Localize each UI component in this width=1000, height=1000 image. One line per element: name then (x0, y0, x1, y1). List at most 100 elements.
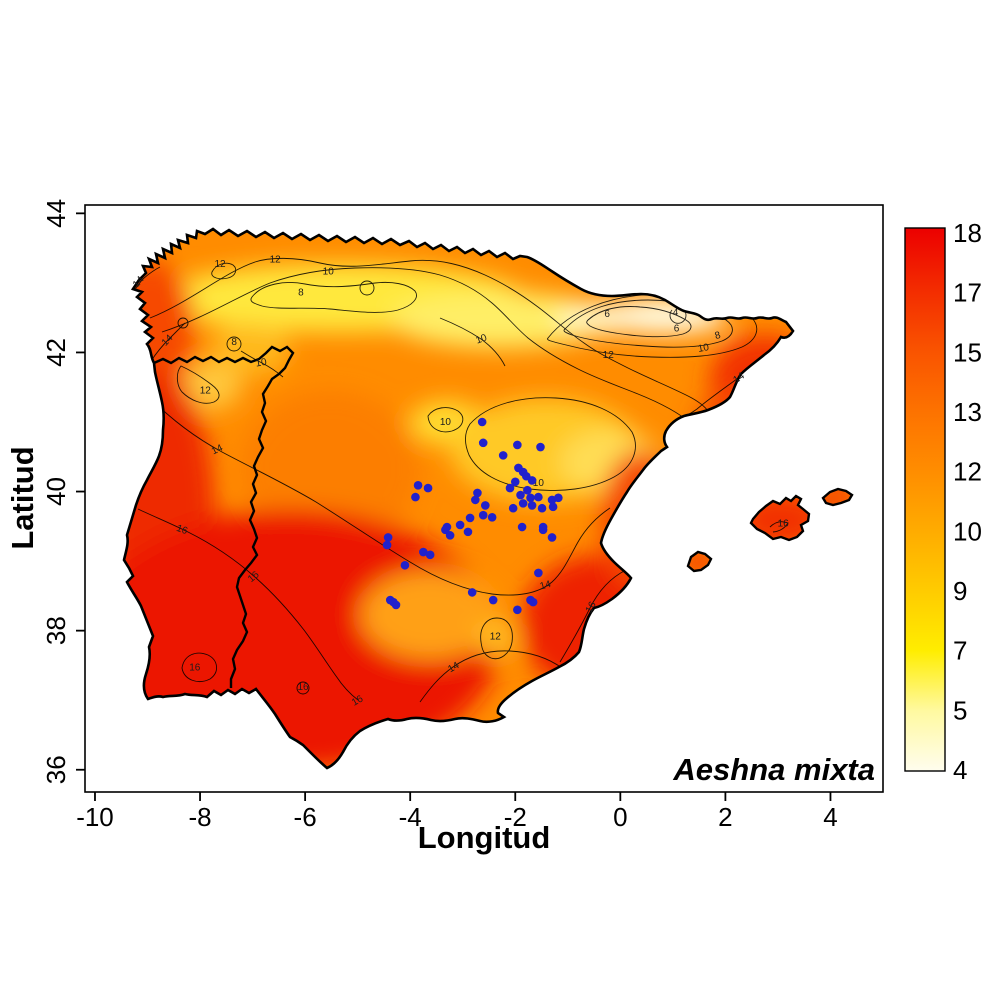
contour-lines (128, 257, 789, 703)
colorbar-tick-label: 4 (953, 755, 967, 785)
contour-level-label: 12 (200, 386, 212, 397)
y-tick-label: 42 (41, 338, 71, 367)
occurrence-point (526, 493, 535, 503)
contour-level-label: 16 (584, 600, 599, 616)
temperature-field (124, 229, 852, 768)
contour-level-label: 10 (697, 342, 710, 355)
y-tick-label: 36 (41, 755, 71, 784)
contour-level-label: 16 (189, 662, 201, 673)
contour-level-label: 12 (214, 259, 226, 270)
occurrence-point (488, 595, 498, 605)
occurrence-point (554, 493, 563, 503)
occurrence-point (527, 476, 537, 485)
occurrence-point (481, 501, 490, 510)
contour-level-label: 6 (674, 324, 680, 335)
colorbar-tick-label: 9 (953, 576, 967, 606)
y-axis-title: Latitud (5, 446, 40, 549)
plot-frame (84, 204, 884, 793)
colorbar (904, 227, 946, 772)
x-tick-label: -10 (76, 802, 114, 832)
contour-level-label: 14 (210, 443, 225, 458)
y-axis-ticks: 36 38 40 42 44 (41, 199, 85, 784)
contour-level-label: 16 (175, 523, 190, 537)
x-tick-label: -8 (188, 802, 211, 832)
occurrence-point (477, 417, 487, 427)
ibiza-island (686, 550, 713, 573)
occurrence-point (516, 490, 525, 500)
occurrence-point (537, 503, 547, 513)
occurrence-point (463, 527, 473, 537)
contour-level-label: 10 (474, 332, 489, 346)
colorbar-tick-label: 10 (953, 516, 982, 546)
x-axis-title: Longitud (418, 820, 551, 855)
occurrence-point (518, 499, 528, 508)
x-axis-ticks: -10 -8 -6 -4 -2 0 2 4 (76, 792, 838, 832)
occurrence-point (523, 485, 532, 495)
x-tick-label: -4 (399, 802, 422, 832)
contour-level-label: 12 (270, 255, 282, 266)
occurrence-point (478, 438, 488, 448)
menorca-island (821, 487, 854, 507)
occurrence-point (423, 483, 433, 493)
occurrence-point (465, 513, 475, 523)
occurrence-point (382, 540, 392, 550)
contour-level-label: 10 (440, 417, 452, 428)
occurrence-point (548, 502, 558, 512)
contour-level-label: 6 (604, 309, 610, 320)
y-tick-label: 44 (41, 199, 71, 228)
contour-level-label: 8 (298, 287, 304, 298)
x-tick-label: 2 (718, 802, 732, 832)
colorbar-tick-label: 15 (953, 337, 982, 367)
contour-level-label: 14 (539, 579, 553, 593)
occurrence-point (455, 520, 465, 530)
occurrence-point (419, 547, 428, 557)
contour-level-label: 12 (490, 632, 502, 643)
occurrence-point (536, 442, 545, 452)
colorbar-tick-label: 12 (953, 457, 982, 487)
occurrence-point (383, 533, 393, 542)
colorbar-labels: 18 17 15 13 12 10 9 7 5 4 (953, 218, 982, 785)
contour-level-label: 16 (778, 518, 790, 529)
contour-level-label: 8 (714, 330, 723, 342)
occurrence-point (513, 605, 522, 615)
occurrence-point (517, 522, 527, 532)
occurrence-point (528, 597, 538, 607)
contour-level-label: 16 (350, 693, 366, 708)
occurrence-point (510, 477, 520, 487)
contour-level-label: 4 (673, 308, 679, 319)
occurrence-point (467, 588, 477, 597)
colorbar-tick-label: 17 (953, 278, 982, 308)
occurrence-point (508, 503, 518, 513)
y-tick-label: 38 (41, 616, 71, 645)
colorbar-tick-label: 13 (953, 397, 982, 427)
occurrence-points (382, 417, 563, 615)
contour-level-label: 10 (323, 267, 335, 278)
occurrence-point (527, 501, 537, 510)
occurrence-point (478, 510, 488, 520)
x-tick-label: 4 (823, 802, 837, 832)
occurrence-point (411, 492, 420, 502)
occurrence-point (547, 533, 557, 542)
coastline-and-borders (122, 227, 854, 770)
occurrence-point (538, 525, 548, 535)
contour-level-label: 14 (446, 660, 462, 675)
occurrence-point (385, 595, 395, 605)
occurrence-point (534, 568, 543, 578)
portugal-spain-border (153, 345, 295, 688)
occurrence-point (487, 512, 497, 522)
occurrence-point (473, 488, 482, 498)
occurrence-point (498, 451, 508, 460)
occurrence-point (514, 463, 523, 473)
contour-level-label: 10 (255, 357, 268, 370)
occurrence-point (413, 480, 423, 490)
x-tick-label: 0 (613, 802, 627, 832)
occurrence-point (400, 560, 410, 570)
mallorca-island (749, 494, 811, 542)
occurrence-point (505, 483, 515, 493)
occurrence-point (445, 531, 455, 540)
x-tick-label: -2 (504, 802, 527, 832)
occurrence-point (425, 550, 435, 560)
